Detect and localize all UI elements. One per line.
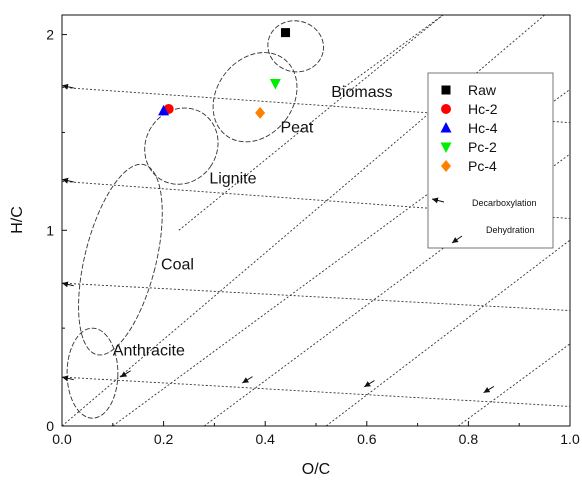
- reference-line-dehydration: [325, 239, 570, 426]
- reference-line-dehydration: [457, 343, 570, 426]
- x-tick-label: 0.8: [459, 431, 479, 447]
- region-ellipse-lignite: [144, 107, 219, 185]
- legend-box: [427, 72, 554, 249]
- axes: 0.0 0.2 0.4 0.6 0.8 1.0 0 1 2: [46, 27, 580, 447]
- legend-arrow-dehydration: [451, 235, 463, 244]
- x-tick-label: 1.0: [560, 431, 580, 447]
- arrow-dehydration: [120, 370, 131, 378]
- region-ellipse-peat: [212, 52, 298, 143]
- region-ellipses: [66, 20, 324, 419]
- reference-line-dehydration: [178, 15, 444, 231]
- point-pc-4: [255, 106, 266, 119]
- y-axis-label: H/C: [9, 206, 26, 234]
- reference-line-decarboxylation: [62, 282, 570, 311]
- reference-line-dehydration: [341, 15, 444, 90]
- arrow-decarboxylation: [61, 375, 74, 382]
- legend-label-pc-2: Pc-2: [468, 139, 497, 155]
- region-label-lignite: Lignite: [209, 170, 256, 187]
- region-ellipse-coal: [78, 163, 163, 356]
- x-tick-label: 0.6: [357, 431, 377, 447]
- point-pc-2: [269, 79, 281, 90]
- arrow-decarboxylation: [61, 177, 74, 184]
- reference-line-decarboxylation: [62, 376, 570, 407]
- legend-label-raw: Raw: [468, 82, 497, 98]
- legend-label-pc-4: Pc-4: [468, 158, 497, 174]
- arrow-dehydration: [363, 380, 375, 388]
- legend-marker-pc-2: [440, 142, 452, 153]
- legend-marker-hc-4: [440, 122, 452, 133]
- x-axis-label: O/C: [302, 461, 330, 478]
- x-tick-label: 0.4: [255, 431, 275, 447]
- region-label-anthracite: Anthracite: [113, 343, 185, 360]
- arrow-dehydration: [242, 376, 253, 384]
- x-tick-label: 0.2: [154, 431, 174, 447]
- arrow-decarboxylation: [61, 83, 74, 90]
- region-ellipse-anthracite: [66, 327, 119, 419]
- x-tick-label: 0.0: [52, 431, 72, 447]
- y-tick-label: 1: [46, 222, 54, 238]
- region-ellipse-biomass: [267, 20, 324, 73]
- legend-label-hc-2: Hc-2: [468, 101, 498, 117]
- region-label-coal: Coal: [161, 256, 194, 273]
- y-tick-label: 2: [46, 27, 54, 43]
- data-points: Anthracite Coal Lignite Peat Biomass: [113, 28, 393, 360]
- y-tick-label: 0: [46, 418, 54, 434]
- region-label-biomass: Biomass: [331, 84, 392, 101]
- legend-marker-raw: [441, 85, 451, 95]
- region-label-peat: Peat: [280, 119, 313, 136]
- legend-label-hc-4: Hc-4: [468, 120, 498, 136]
- arrow-dehydration: [483, 385, 495, 394]
- legend: Raw Hc-2 Hc-4 Pc-2 Pc-4 Decarboxylation Dehydr…: [427, 72, 554, 249]
- point-raw: [281, 28, 291, 38]
- arrow-decarboxylation: [61, 281, 74, 288]
- legend-arrow-decarboxylation: [431, 197, 445, 204]
- direction-arrows: [61, 83, 495, 394]
- legend-marker-pc-4: [441, 160, 451, 172]
- legend-marker-hc-2: [441, 104, 451, 114]
- legend-note-decarboxylation: Decarboxylation: [472, 198, 537, 208]
- legend-note-dehydration: Dehydration: [486, 225, 535, 235]
- point-hc-4: [158, 104, 170, 116]
